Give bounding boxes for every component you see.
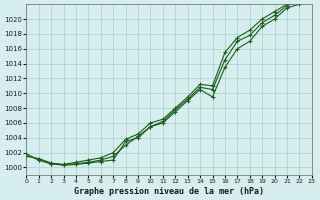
X-axis label: Graphe pression niveau de la mer (hPa): Graphe pression niveau de la mer (hPa)	[74, 187, 264, 196]
